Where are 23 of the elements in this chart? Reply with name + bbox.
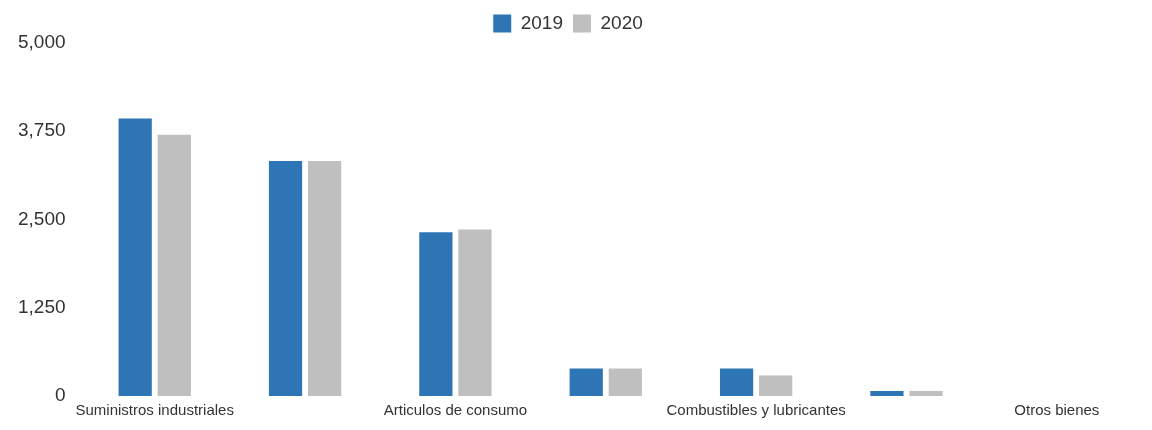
bar (759, 375, 793, 396)
bar (608, 368, 642, 396)
x-tick-label: Articulos de consumo (383, 401, 528, 419)
x-tick-label: Combustibles y lubricantes (666, 401, 846, 419)
x-tick-label: Otros bienes (1014, 401, 1100, 419)
bar (569, 368, 603, 396)
bar (308, 160, 342, 396)
bar (419, 232, 453, 396)
bar (118, 118, 152, 396)
y-tick-label: 0 (54, 384, 66, 406)
x-tick-label: Suministros industriales (75, 401, 234, 419)
y-tick-label: 1,250 (18, 295, 66, 317)
bar (458, 229, 492, 396)
bar (268, 160, 303, 396)
y-tick-label: 5,000 (18, 31, 66, 53)
bar (719, 368, 754, 396)
bar (909, 391, 943, 396)
legend-label: 2019 (520, 11, 564, 33)
y-tick-label: 2,500 (18, 207, 66, 229)
y-tick-label: 3,750 (18, 119, 66, 141)
legend-label: 2020 (600, 11, 643, 33)
bar (157, 134, 191, 396)
bar (870, 391, 904, 396)
